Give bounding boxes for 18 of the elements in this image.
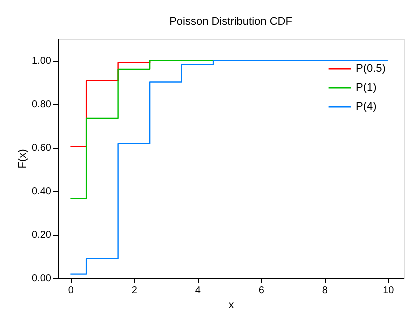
y-tick-label: 1.00 [32,56,52,68]
legend-label: P(0.5) [356,63,386,75]
x-tick-label: 10 [383,286,395,296]
x-tick-label: 4 [195,286,202,296]
x-tick-label: 2 [132,286,138,296]
y-tick-label: 0.60 [32,143,52,154]
y-tick-label: 0.20 [32,230,52,242]
y-tick-label: 0.00 [32,274,52,284]
x-axis-title: x [228,300,235,312]
y-tick-label: 0.40 [32,186,52,198]
x-tick-label: 6 [258,286,265,296]
legend-label: P(1) [356,82,377,94]
y-tick-label: 0.80 [32,100,52,111]
y-axis-title: F(x) [17,149,30,169]
x-tick-label: 0 [68,286,74,296]
chart-title: Poisson Distribution CDF [170,16,293,28]
legend-label: P(4) [356,101,377,113]
x-tick-label: 8 [322,286,328,296]
